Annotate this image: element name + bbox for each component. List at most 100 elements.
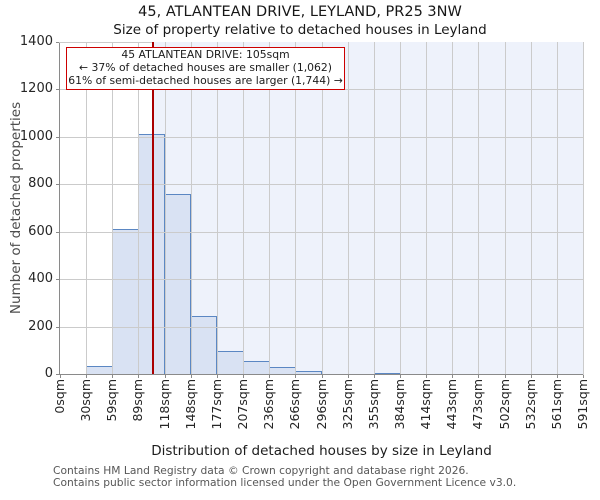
y-tick-label: 0 (44, 366, 53, 381)
x-tick-label: 118sqm (156, 379, 172, 430)
chart-subtitle: Size of property relative to detached ho… (113, 22, 487, 38)
x-tick-label: 532sqm (522, 379, 538, 430)
annotation-smaller-pct: ← 37% of detached houses are smaller (1,… (79, 60, 332, 74)
histogram-bar-118sqm (164, 193, 192, 374)
histogram-bar-59sqm (112, 229, 139, 374)
y-tick-label: 1400 (19, 34, 53, 49)
vertical-gridline (216, 42, 218, 374)
y-axis-spine (59, 42, 60, 375)
vertical-gridline (478, 42, 480, 374)
x-tick-label: 414sqm (418, 379, 434, 430)
vertical-gridline (112, 42, 114, 374)
y-tick-label: 1200 (19, 81, 53, 97)
x-tick-mark (112, 375, 114, 378)
x-tick-label: 443sqm (444, 379, 460, 430)
vertical-gridline (295, 42, 297, 374)
vertical-gridline (452, 42, 454, 374)
vertical-gridline (399, 42, 401, 374)
footer-line-1: Contains HM Land Registry data © Crown c… (53, 464, 469, 477)
x-tick-label: 59sqm (104, 379, 120, 422)
x-tick-mark (216, 375, 218, 378)
vertical-gridline (190, 42, 192, 374)
footer-line-2: Contains public sector information licen… (53, 475, 517, 489)
histogram-bar-207sqm (243, 360, 270, 374)
y-tick-mark (56, 374, 59, 375)
larger-than-marker-shade (152, 42, 583, 374)
x-tick-mark (426, 375, 428, 378)
y-tick-mark (56, 136, 59, 138)
property-size-marker-line (152, 42, 154, 374)
x-tick-mark (269, 375, 271, 378)
y-tick-mark (56, 89, 59, 91)
vertical-gridline (269, 42, 271, 374)
x-tick-label: 207sqm (235, 379, 251, 430)
vertical-gridline (243, 42, 245, 374)
x-tick-mark (583, 375, 584, 378)
x-tick-mark (399, 375, 401, 378)
histogram-bar-30sqm (86, 365, 113, 374)
annotation-property-size: 45 ATLANTEAN DRIVE: 105sqm (121, 48, 290, 61)
x-tick-label: 177sqm (208, 379, 224, 430)
x-tick-mark (478, 375, 480, 378)
vertical-gridline (86, 42, 88, 374)
x-tick-mark (530, 375, 532, 378)
horizontal-gridline (60, 231, 583, 233)
y-tick-mark (56, 279, 59, 281)
y-tick-label: 800 (28, 176, 53, 192)
x-tick-label: 296sqm (313, 379, 329, 430)
vertical-gridline (347, 42, 349, 374)
x-tick-label: 384sqm (391, 379, 407, 430)
x-tick-mark (556, 375, 558, 378)
x-tick-label: 0sqm (52, 379, 67, 414)
vertical-gridline (504, 42, 506, 374)
histogram-bar-236sqm (269, 366, 296, 374)
x-tick-mark (321, 375, 323, 378)
histogram-bar-177sqm (216, 350, 244, 374)
histogram-bar-148sqm (190, 315, 218, 374)
y-tick-mark (56, 231, 59, 233)
attribution-footer: Contains HM Land Registry data © Crown c… (53, 465, 516, 489)
histogram-bar-355sqm (373, 372, 401, 374)
plot-area: 45 ATLANTEAN DRIVE: 105sqm ← 37% of deta… (60, 42, 583, 374)
y-tick-label: 1000 (19, 128, 53, 144)
vertical-gridline (321, 42, 323, 374)
y-tick-label: 200 (28, 318, 53, 334)
y-tick-mark (56, 326, 59, 328)
y-tick-label: 600 (28, 223, 53, 239)
x-tick-mark (295, 375, 297, 378)
x-tick-mark (60, 375, 61, 378)
x-tick-mark (243, 375, 245, 378)
vertical-gridline (373, 42, 375, 374)
x-tick-mark (164, 375, 166, 378)
x-tick-label: 266sqm (287, 379, 303, 430)
vertical-gridline (164, 42, 166, 374)
y-tick-label: 400 (28, 271, 53, 287)
x-tick-label: 473sqm (470, 379, 486, 430)
x-tick-mark (347, 375, 349, 378)
x-tick-label: 236sqm (261, 379, 277, 430)
vertical-gridline (426, 42, 428, 374)
vertical-gridline (138, 42, 140, 374)
x-tick-mark (504, 375, 506, 378)
x-tick-label: 355sqm (365, 379, 381, 430)
horizontal-gridline (60, 326, 583, 328)
x-axis-spine (59, 374, 584, 375)
x-axis-label: Distribution of detached houses by size … (151, 443, 492, 459)
horizontal-gridline (60, 184, 583, 186)
y-tick-mark (56, 184, 59, 186)
x-tick-label: 30sqm (78, 379, 94, 422)
x-tick-mark (190, 375, 192, 378)
x-tick-label: 591sqm (575, 379, 590, 430)
annotation-larger-pct: 61% of semi-detached houses are larger (… (68, 73, 343, 87)
y-tick-mark (56, 42, 59, 43)
horizontal-gridline (60, 136, 583, 138)
x-tick-mark (373, 375, 375, 378)
x-tick-label: 89sqm (130, 379, 146, 422)
x-tick-label: 561sqm (548, 379, 564, 430)
x-tick-mark (86, 375, 88, 378)
x-tick-mark (138, 375, 140, 378)
x-tick-label: 502sqm (496, 379, 512, 430)
x-tick-label: 325sqm (339, 379, 355, 430)
x-tick-mark (452, 375, 454, 378)
